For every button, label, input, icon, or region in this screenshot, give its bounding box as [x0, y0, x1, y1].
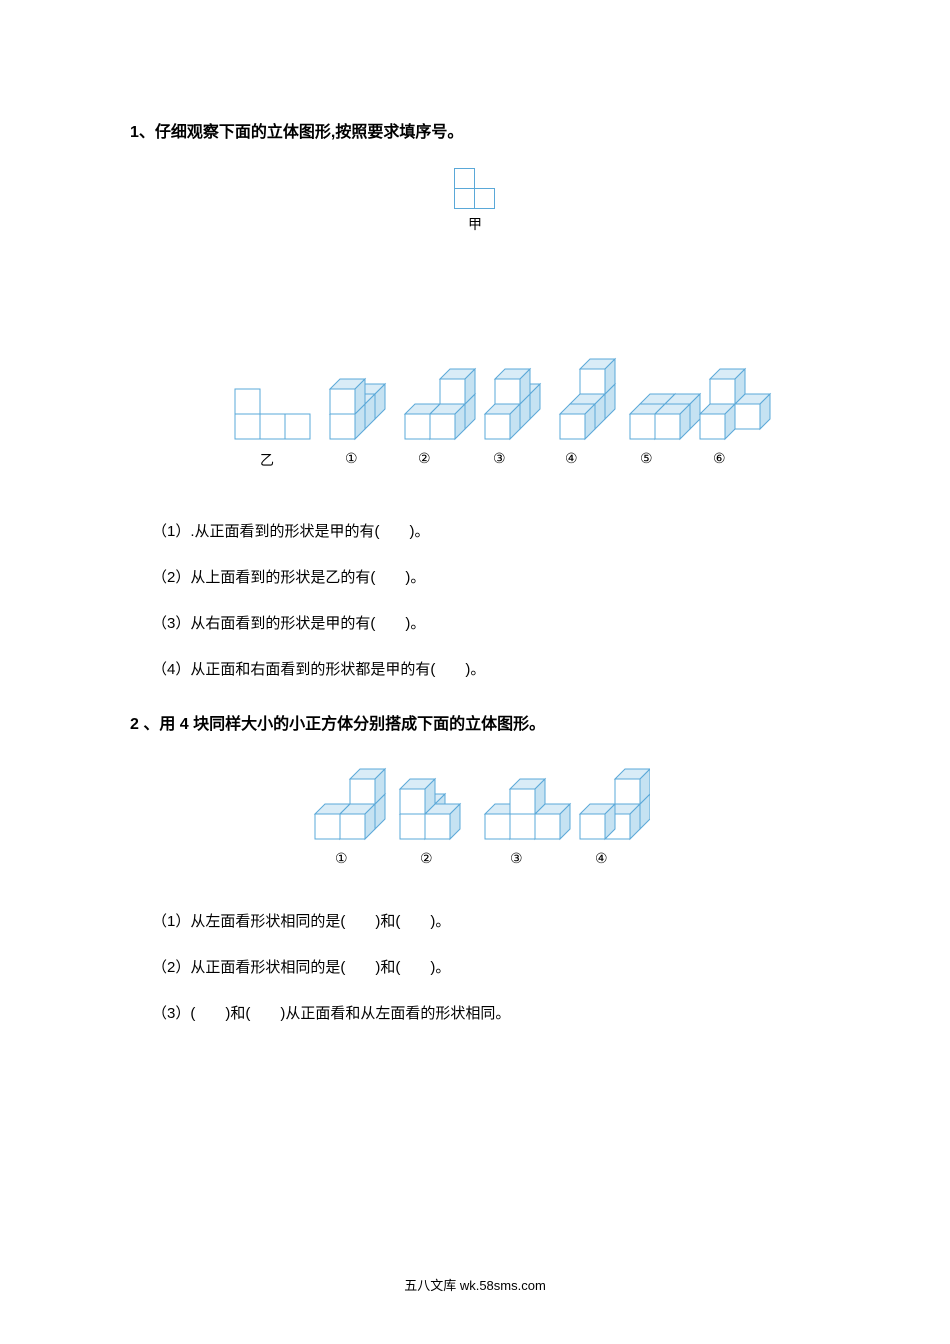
q2-cube-4	[580, 769, 650, 839]
q2-sub-questions: （1）从左面看形状相同的是( )和( )。 （2）从正面看形状相同的是( )和(…	[152, 910, 820, 1026]
q2-sub-1: （1）从左面看形状相同的是( )和( )。	[152, 910, 820, 934]
q1-sub-questions: （1）.从正面看到的形状是甲的有( )。 （2）从上面看到的形状是乙的有( )。…	[152, 520, 820, 682]
jia-square-0	[454, 168, 475, 189]
yi-shape	[235, 389, 310, 439]
q2-cube-3	[485, 779, 570, 839]
q1-sub-3: （3）从右面看到的形状是甲的有( )。	[152, 612, 820, 636]
cube-fig-2	[405, 369, 475, 439]
cube-fig-5	[630, 394, 700, 439]
q1-heading: 1、仔细观察下面的立体图形,按照要求填序号。	[130, 120, 820, 146]
label-2: ②	[418, 450, 431, 467]
q2-cube-1	[315, 769, 385, 839]
jia-square-2	[474, 188, 495, 209]
q2-label-3: ③	[510, 850, 523, 867]
q2-figures-row: ① ② ③ ④	[130, 759, 820, 870]
label-4: ④	[565, 450, 578, 467]
q2-cubes-svg	[300, 759, 650, 844]
figure-jia-container: 甲	[130, 168, 820, 234]
page-footer: 五八文库 wk.58sms.com	[0, 1275, 950, 1294]
jia-shape	[454, 168, 496, 210]
q2-label-1: ①	[335, 850, 348, 867]
q1-labels-row: 乙 ① ② ③ ④ ⑤ ⑥	[165, 450, 785, 470]
jia-square-1	[454, 188, 475, 209]
cube-fig-3	[485, 369, 540, 439]
label-6: ⑥	[713, 450, 726, 467]
q1-cubes-svg	[165, 354, 785, 444]
q1-sub-1: （1）.从正面看到的形状是甲的有( )。	[152, 520, 820, 544]
cube-fig-1	[330, 379, 385, 439]
cube-fig-6	[700, 369, 770, 439]
q2-sub-3: （3）( )和( )从正面看和从左面看的形状相同。	[152, 1002, 820, 1026]
q1-sub-2: （2）从上面看到的形状是乙的有( )。	[152, 566, 820, 590]
label-yi: 乙	[260, 450, 274, 470]
label-1: ①	[345, 450, 358, 467]
cube-fig-4	[560, 359, 615, 439]
q2-labels-row: ① ② ③ ④	[300, 850, 650, 870]
q2-label-4: ④	[595, 850, 608, 867]
label-3: ③	[493, 450, 506, 467]
q2-cube-2	[400, 779, 460, 839]
q1-sub-4: （4）从正面和右面看到的形状都是甲的有( )。	[152, 658, 820, 682]
q1-figures-row: 乙 ① ② ③ ④ ⑤ ⑥	[130, 354, 820, 470]
q2-sub-2: （2）从正面看形状相同的是( )和( )。	[152, 956, 820, 980]
q2-heading: 2 、用 4 块同样大小的小正方体分别搭成下面的立体图形。	[130, 712, 820, 738]
q2-label-2: ②	[420, 850, 433, 867]
label-5: ⑤	[640, 450, 653, 467]
jia-label: 甲	[468, 214, 482, 234]
